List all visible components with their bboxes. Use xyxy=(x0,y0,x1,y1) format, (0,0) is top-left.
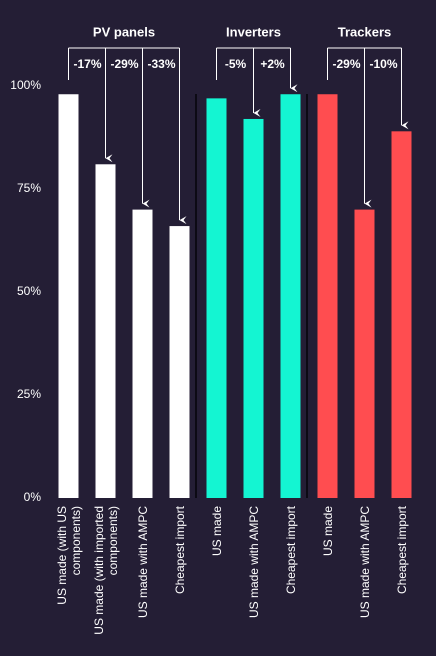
bar xyxy=(58,94,79,499)
y-tick-label: 75% xyxy=(17,181,41,195)
change-label: -29% xyxy=(110,57,138,71)
bar xyxy=(317,94,338,499)
bar xyxy=(95,164,116,498)
y-tick-label: 0% xyxy=(24,490,42,504)
x-tick-label: Cheapest import xyxy=(172,506,187,595)
change-label: -5% xyxy=(225,57,247,71)
x-tick-label: US made (with US components) xyxy=(54,506,83,605)
bar xyxy=(243,118,264,499)
change-label: +2% xyxy=(260,57,285,71)
x-tick-label: US made with AMPC xyxy=(246,506,261,619)
y-tick-label: 100% xyxy=(10,78,41,92)
bar xyxy=(391,131,412,498)
y-tick-label: 50% xyxy=(17,284,41,298)
bar xyxy=(206,98,227,499)
change-label: -17% xyxy=(73,57,101,71)
y-tick-label: 25% xyxy=(17,387,41,401)
x-tick-label: Cheapest import xyxy=(283,506,298,595)
x-tick-label: US made with AMPC xyxy=(135,506,150,619)
x-tick-label: US made xyxy=(209,506,224,557)
change-label: -10% xyxy=(369,57,397,71)
x-tick-label: US made xyxy=(320,506,335,557)
group-title: Trackers xyxy=(338,24,392,39)
x-tick-label: US made with AMPC xyxy=(357,506,372,619)
bar xyxy=(280,94,301,499)
x-tick-label: US made (with imported components) xyxy=(91,506,120,635)
change-label: -29% xyxy=(332,57,360,71)
x-tick-label: Cheapest import xyxy=(394,506,409,595)
group-title: Inverters xyxy=(226,24,281,39)
bar xyxy=(169,226,190,498)
bar xyxy=(354,209,375,498)
bar xyxy=(132,209,153,498)
group-title: PV panels xyxy=(93,24,155,39)
change-label: -33% xyxy=(147,57,175,71)
